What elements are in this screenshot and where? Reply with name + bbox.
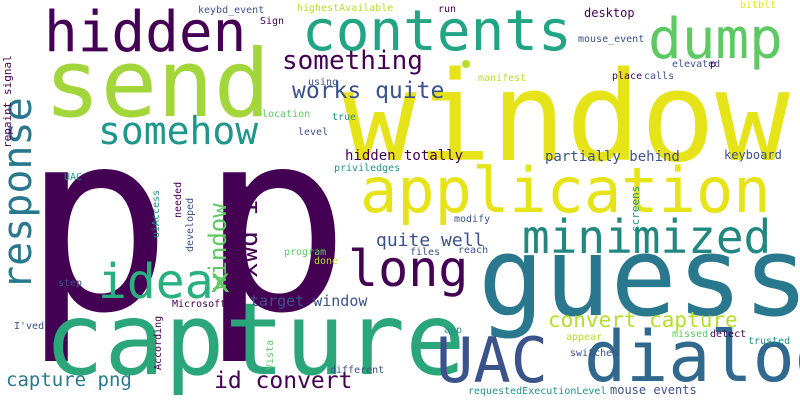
- word-capture-png: capture png: [6, 369, 132, 391]
- word-mouse_event: mouse_event: [578, 34, 645, 45]
- word-xwd-id: xwd id: [234, 184, 264, 278]
- word-works-quite: works quite: [292, 78, 445, 104]
- word-mouse-events: mouse events: [610, 383, 697, 397]
- word-according: According: [153, 315, 164, 370]
- word-desktop: desktop: [584, 6, 635, 20]
- word-using: using: [308, 77, 339, 88]
- word-guess: guess: [478, 213, 800, 341]
- word-program: program: [284, 247, 327, 258]
- word-quite-well: quite well: [376, 230, 485, 251]
- word-keyboard: keyboard: [724, 148, 782, 162]
- word-detect: detect: [710, 329, 747, 340]
- word-convert-capture: convert capture: [548, 308, 738, 332]
- word-true: true: [332, 112, 357, 123]
- word-uiaccess: uiAccess: [151, 189, 162, 238]
- word-missed: missed: [672, 329, 709, 340]
- word-hidden-totally: hidden totally: [345, 148, 464, 164]
- word-step: step: [58, 278, 83, 289]
- word-location: location: [262, 109, 311, 120]
- word-level: level: [298, 127, 329, 138]
- word-needed: needed: [173, 181, 184, 218]
- word-keybd_event: keybd_event: [198, 5, 265, 16]
- word-dialog: dialog: [584, 316, 800, 398]
- word-run: run: [438, 4, 457, 15]
- word-sign: Sign: [260, 16, 285, 27]
- word-calls: calls: [644, 71, 675, 82]
- word-p-left: p: [22, 77, 173, 368]
- word-application: application: [360, 154, 771, 227]
- word-uac-small: UAC: [64, 172, 83, 183]
- word-minimized: minimized: [522, 210, 772, 264]
- word-c: C: [58, 304, 65, 315]
- word-developed: developed: [185, 197, 196, 252]
- word-different: different: [330, 365, 385, 376]
- word-microsoft: Microsoft: [172, 299, 227, 310]
- word-manifest: manifest: [478, 73, 527, 84]
- dot-mark: [462, 60, 470, 68]
- word-p-right: p: [200, 77, 351, 368]
- word-capture: capture: [44, 281, 466, 398]
- word-bitblt: bitblt: [740, 0, 777, 11]
- word-p-small: p: [710, 59, 717, 70]
- word-reach: reach: [458, 245, 489, 256]
- word-hidden: hidden: [44, 0, 247, 65]
- word-long: long: [348, 240, 469, 298]
- word-dump: dump: [648, 7, 783, 72]
- word-somehow: somehow: [98, 109, 259, 153]
- word-requestedexecutionlevel: requestedExecutionLevel: [468, 386, 607, 397]
- word-something: something: [282, 46, 423, 76]
- word-id-convert: id convert: [214, 368, 353, 394]
- word-window: window: [342, 46, 790, 190]
- word-place: place: [612, 71, 643, 82]
- word-appear: appear: [566, 332, 603, 343]
- word-app: app: [444, 325, 463, 336]
- word-send: send: [44, 30, 271, 139]
- word-contents: contents: [302, 0, 572, 64]
- word-highestavailable: highestAvailable: [297, 3, 394, 14]
- word-screens: screens: [629, 185, 642, 232]
- word-uac-big: UAC: [436, 324, 548, 397]
- word-priviledges: priviledges: [334, 163, 401, 174]
- word-elevated: elevated: [672, 59, 721, 70]
- word-ived: I'ved: [14, 321, 45, 332]
- word-files: files: [410, 247, 441, 258]
- word-idea: idea: [98, 254, 214, 310]
- word-repaint-signal: repaint signal: [1, 55, 14, 148]
- word-target-window: target window: [250, 292, 368, 310]
- word-switches: switches: [570, 348, 619, 359]
- word-vista: Vista: [265, 339, 276, 370]
- word-trusted: trusted: [748, 336, 791, 347]
- word-partially-behind: partially behind: [545, 149, 680, 165]
- word-x: x: [210, 261, 231, 301]
- word-modify: modify: [454, 214, 491, 225]
- word-done: done: [314, 256, 339, 267]
